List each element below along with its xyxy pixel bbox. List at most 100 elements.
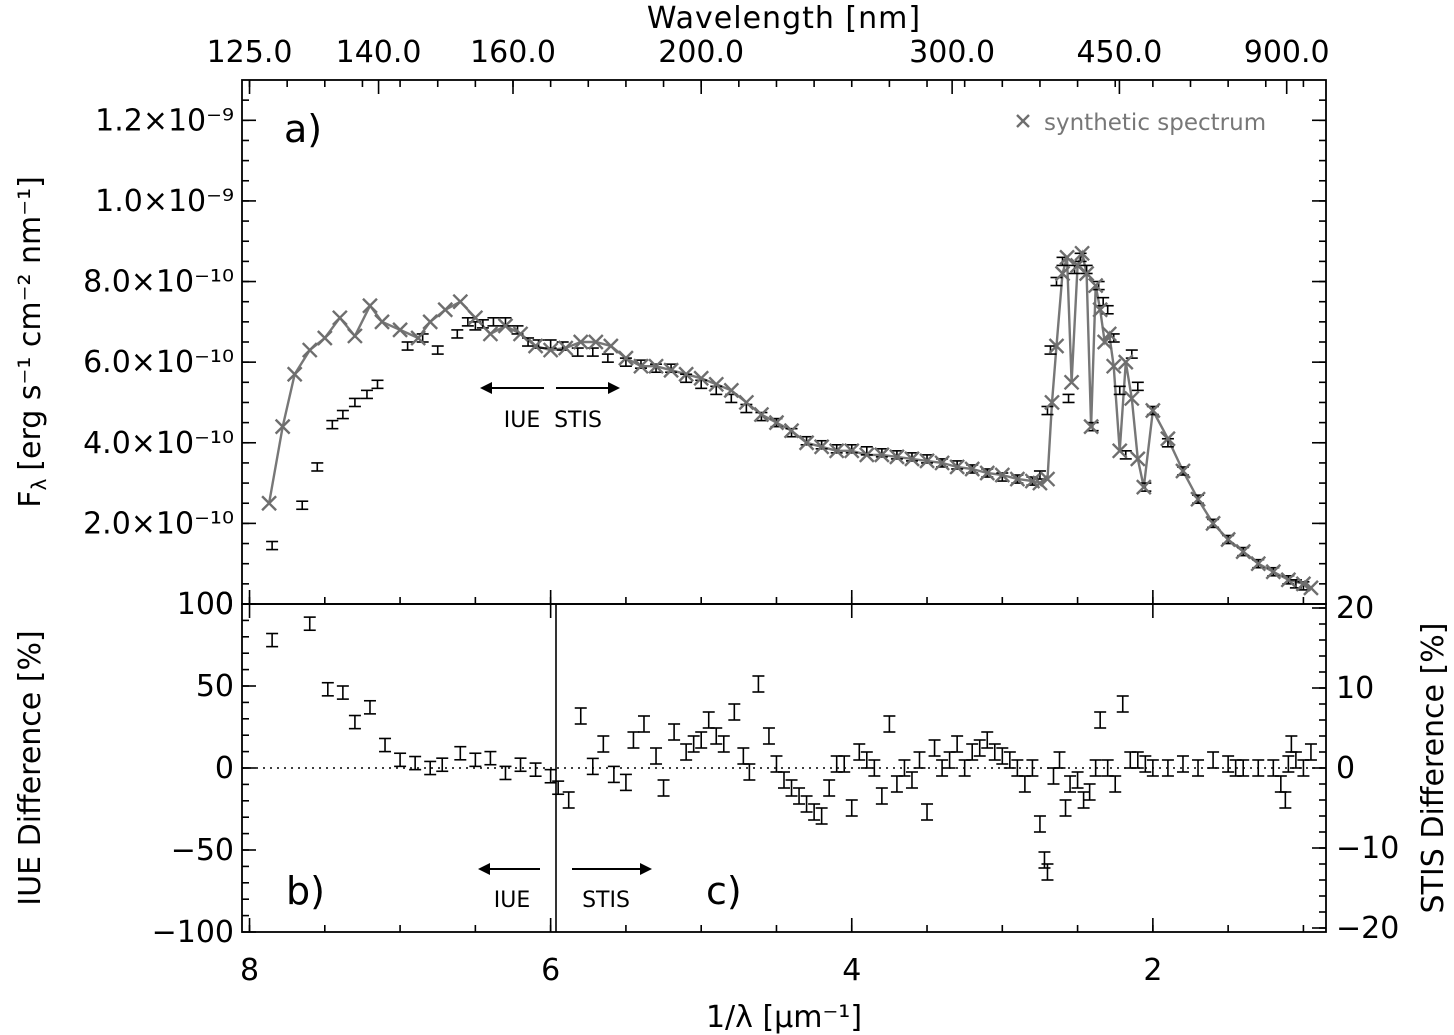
synthetic-point xyxy=(1039,471,1056,487)
y-axis-title-a-main: F xyxy=(13,491,48,508)
stis-diff-errorbar xyxy=(1077,791,1090,809)
annotation-stis-c: STIS xyxy=(582,888,630,913)
iue-diff-errorbar xyxy=(552,780,565,796)
iue-diff-errorbar xyxy=(336,685,349,700)
y-tick-label-a: 1.0×10⁻⁹ xyxy=(95,184,234,219)
synthetic-point-stroke xyxy=(1069,257,1086,274)
stis-diff-errorbar xyxy=(815,807,828,825)
stis-diff-errorbar xyxy=(951,735,964,753)
synthetic-point-stroke xyxy=(1101,326,1118,342)
synthetic-point xyxy=(1063,374,1080,391)
stis-diff-errorbar xyxy=(762,727,775,745)
observed-errorbar xyxy=(571,347,584,357)
synthetic-spectrum-line xyxy=(267,249,1312,589)
synthetic-point-stroke xyxy=(374,313,390,330)
stis-diff-errorbar xyxy=(1267,759,1280,777)
annotation-arrow-stis-a xyxy=(556,382,620,394)
observed-errorbar xyxy=(348,397,361,408)
synthetic-point-stroke xyxy=(843,442,860,459)
stis-diff-errorbar xyxy=(1053,751,1066,769)
y-tick-label-b: −50 xyxy=(171,833,234,868)
synthetic-point-stroke xyxy=(904,451,920,467)
stis-diff-errorbar xyxy=(778,771,790,789)
observed-errorbar xyxy=(311,462,324,472)
synthetic-point xyxy=(874,447,890,463)
annotation-iue-a: IUE xyxy=(504,408,541,433)
y-tick-label-a: 2.0×10⁻¹⁰ xyxy=(83,506,234,541)
iue-diff-errorbar xyxy=(363,699,376,715)
legend-label: synthetic spectrum xyxy=(1044,110,1266,136)
stis-diff-errorbar xyxy=(1304,743,1317,761)
synthetic-point xyxy=(1117,354,1134,371)
observed-errorbar xyxy=(360,389,373,400)
synthetic-point-stroke xyxy=(1074,245,1090,262)
synthetic-point-stroke xyxy=(1009,471,1026,487)
synthetic-point-stroke xyxy=(274,418,291,435)
synthetic-point-stroke xyxy=(316,330,333,346)
synthetic-point xyxy=(301,342,318,358)
synthetic-point-stroke xyxy=(437,301,454,318)
synthetic-point-stroke xyxy=(919,453,935,469)
stis-diff-errorbar xyxy=(1131,751,1144,769)
stis-diff-errorbar xyxy=(597,735,610,753)
top-tick-label: 450.0 xyxy=(1076,35,1162,70)
stis-diff-errorbar xyxy=(1139,755,1152,773)
observed-errorbar xyxy=(296,500,309,511)
synthetic-point-stroke xyxy=(422,313,439,330)
synthetic-point xyxy=(1160,430,1176,447)
synthetic-point xyxy=(527,338,544,354)
synthetic-point-stroke xyxy=(261,495,277,512)
iue-diff-errorbar xyxy=(379,737,392,753)
stis-diff-errorbar xyxy=(830,755,843,773)
synthetic-point-stroke xyxy=(889,449,905,465)
synthetic-point-stroke xyxy=(1096,334,1113,350)
synthetic-point-stroke xyxy=(286,366,303,383)
stis-diff-errorbar xyxy=(668,723,681,741)
synthetic-point-stroke xyxy=(1280,571,1297,588)
y-tick-label-b: 50 xyxy=(196,669,234,704)
synthetic-point xyxy=(1092,301,1109,318)
stis-diff-errorbar xyxy=(1041,863,1054,881)
synthetic-point-stroke xyxy=(783,422,800,439)
synthetic-point xyxy=(1032,475,1048,491)
synthetic-point-stroke xyxy=(572,334,589,350)
synthetic-point-stroke xyxy=(1220,531,1236,548)
synthetic-point-stroke xyxy=(618,350,634,366)
top-tick-label: 125.0 xyxy=(207,35,293,70)
synthetic-point xyxy=(374,313,390,330)
synthetic-point-stroke xyxy=(1111,442,1128,459)
iue-diff-errorbar xyxy=(436,757,449,773)
panel-label-c: c) xyxy=(706,869,742,913)
observed-errorbar xyxy=(740,403,753,414)
stis-diff-errorbar xyxy=(695,731,708,749)
synthetic-point xyxy=(1145,402,1161,419)
y-tick-label-a: 8.0×10⁻¹⁰ xyxy=(83,265,234,300)
stis-diff-errorbar xyxy=(966,743,979,761)
synthetic-point-stroke xyxy=(482,326,499,342)
stis-diff-errorbar xyxy=(808,803,821,821)
stis-diff-errorbar xyxy=(728,703,741,721)
observed-errorbar xyxy=(710,385,723,396)
stis-diff-errorbar xyxy=(793,787,806,805)
synthetic-point xyxy=(1205,515,1221,532)
synthetic-point xyxy=(1087,277,1104,294)
synthetic-point-stroke xyxy=(949,459,965,475)
iue-diff-errorbar xyxy=(514,757,527,773)
iue-diff-errorbar xyxy=(303,616,316,632)
iue-diff-errorbar xyxy=(529,762,542,778)
synthetic-point-stroke xyxy=(994,467,1011,483)
synthetic-point xyxy=(512,326,529,342)
synthetic-point-stroke xyxy=(753,406,770,423)
synthetic-point-stroke xyxy=(964,461,981,477)
synthetic-point-stroke xyxy=(648,358,664,375)
stis-diff-errorbar xyxy=(890,775,903,793)
stis-diff-errorbar xyxy=(921,803,934,821)
observed-errorbar xyxy=(487,317,500,327)
synthetic-point xyxy=(1303,580,1319,596)
synthetic-point xyxy=(274,418,291,435)
synthetic-point-stroke xyxy=(874,447,890,463)
synthetic-point xyxy=(889,449,905,465)
synthetic-point-stroke xyxy=(1190,491,1206,508)
stis-diff-errorbar xyxy=(743,763,756,781)
synthetic-point-stroke xyxy=(497,318,514,334)
